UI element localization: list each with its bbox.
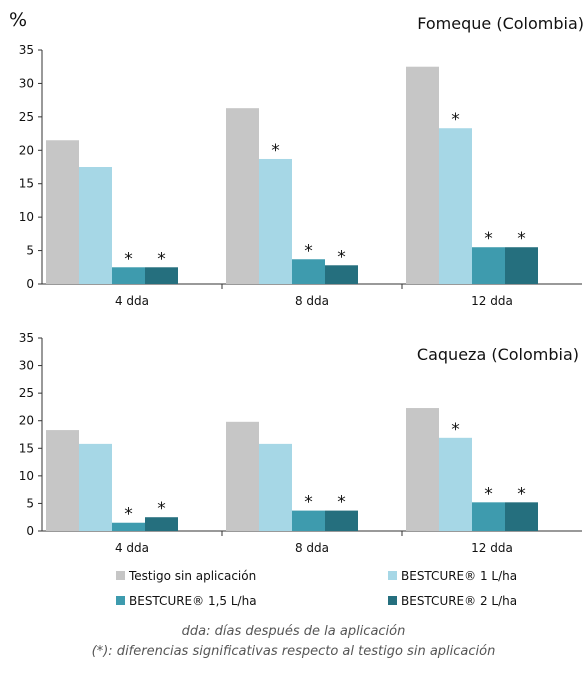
bar-2-2-3	[292, 510, 325, 531]
y-tick-label: 25	[19, 110, 34, 124]
legend-label-1: Testigo sin aplicación	[128, 569, 256, 583]
x-tick-label: 4 dda	[115, 294, 149, 308]
y-tick-label: 10	[19, 210, 34, 224]
bar-2-1-4	[145, 517, 178, 531]
bar-1-2-2	[259, 158, 292, 284]
bar-1-2-4	[325, 265, 358, 284]
bar-1-3-1	[406, 66, 439, 284]
y-tick-label: 5	[26, 244, 34, 258]
bar-2-3-4	[505, 502, 538, 531]
legend-swatch-3	[116, 596, 125, 605]
y-tick-label: 35	[19, 43, 34, 57]
legend-swatch-4	[388, 596, 397, 605]
y-tick-label: 15	[19, 177, 34, 191]
bar-1-2-1	[226, 108, 259, 284]
bar-2-3-2	[439, 437, 472, 531]
y-tick-label: 30	[19, 76, 34, 90]
bar-2-2-1	[226, 421, 259, 531]
significance-mark: *	[337, 247, 346, 267]
y-tick-label: 35	[19, 331, 34, 345]
x-tick-label: 12 dda	[471, 294, 513, 308]
bar-1-1-4	[145, 267, 178, 284]
bar-2-2-4	[325, 510, 358, 531]
bar-2-1-2	[79, 443, 112, 531]
y-tick-label: 30	[19, 359, 34, 373]
y-unit-label: %	[9, 9, 27, 31]
significance-mark: *	[451, 110, 460, 130]
footnote-significance: (*): diferencias significativas respecto…	[91, 644, 496, 659]
y-tick-label: 0	[26, 277, 34, 291]
significance-mark: *	[451, 420, 460, 440]
significance-mark: *	[484, 229, 493, 249]
x-tick-label: 8 dda	[295, 541, 329, 555]
bar-1-2-3	[292, 259, 325, 284]
significance-mark: *	[304, 241, 313, 261]
y-tick-label: 10	[19, 469, 34, 483]
y-tick-label: 20	[19, 143, 34, 157]
x-tick-label: 8 dda	[295, 294, 329, 308]
significance-mark: *	[124, 249, 133, 269]
x-tick-label: 4 dda	[115, 541, 149, 555]
legend-label-2: BESTCURE® 1 L/ha	[401, 569, 517, 583]
bar-1-3-2	[439, 128, 472, 284]
bar-2-2-2	[259, 443, 292, 531]
y-tick-label: 15	[19, 441, 34, 455]
bar-2-1-3	[112, 522, 145, 531]
significance-mark: *	[271, 141, 280, 161]
significance-mark: *	[304, 493, 313, 513]
significance-mark: *	[157, 249, 166, 269]
footnote-dda: dda: días después de la aplicación	[181, 624, 406, 639]
bar-2-1-1	[46, 430, 79, 531]
legend-swatch-1	[116, 571, 125, 580]
bar-1-1-1	[46, 140, 79, 284]
x-tick-label: 12 dda	[471, 541, 513, 555]
y-tick-label: 0	[26, 524, 34, 538]
chart-title-2: Caqueza (Colombia)	[417, 345, 579, 364]
significance-mark: *	[517, 484, 526, 504]
bar-2-3-1	[406, 408, 439, 531]
significance-mark: *	[124, 505, 133, 525]
bar-1-1-3	[112, 267, 145, 284]
y-tick-label: 5	[26, 496, 34, 510]
significance-mark: *	[157, 499, 166, 519]
significance-mark: *	[484, 484, 493, 504]
legend-label-3: BESTCURE® 1,5 L/ha	[129, 594, 257, 608]
legend-swatch-2	[388, 571, 397, 580]
bar-1-3-3	[472, 247, 505, 284]
bar-1-1-2	[79, 167, 112, 284]
significance-mark: *	[517, 229, 526, 249]
bar-2-3-3	[472, 502, 505, 531]
bar-1-3-4	[505, 247, 538, 284]
legend-label-4: BESTCURE® 2 L/ha	[401, 594, 517, 608]
y-tick-label: 20	[19, 414, 34, 428]
chart-title-1: Fomeque (Colombia)	[417, 14, 584, 33]
y-tick-label: 25	[19, 386, 34, 400]
significance-mark: *	[337, 493, 346, 513]
